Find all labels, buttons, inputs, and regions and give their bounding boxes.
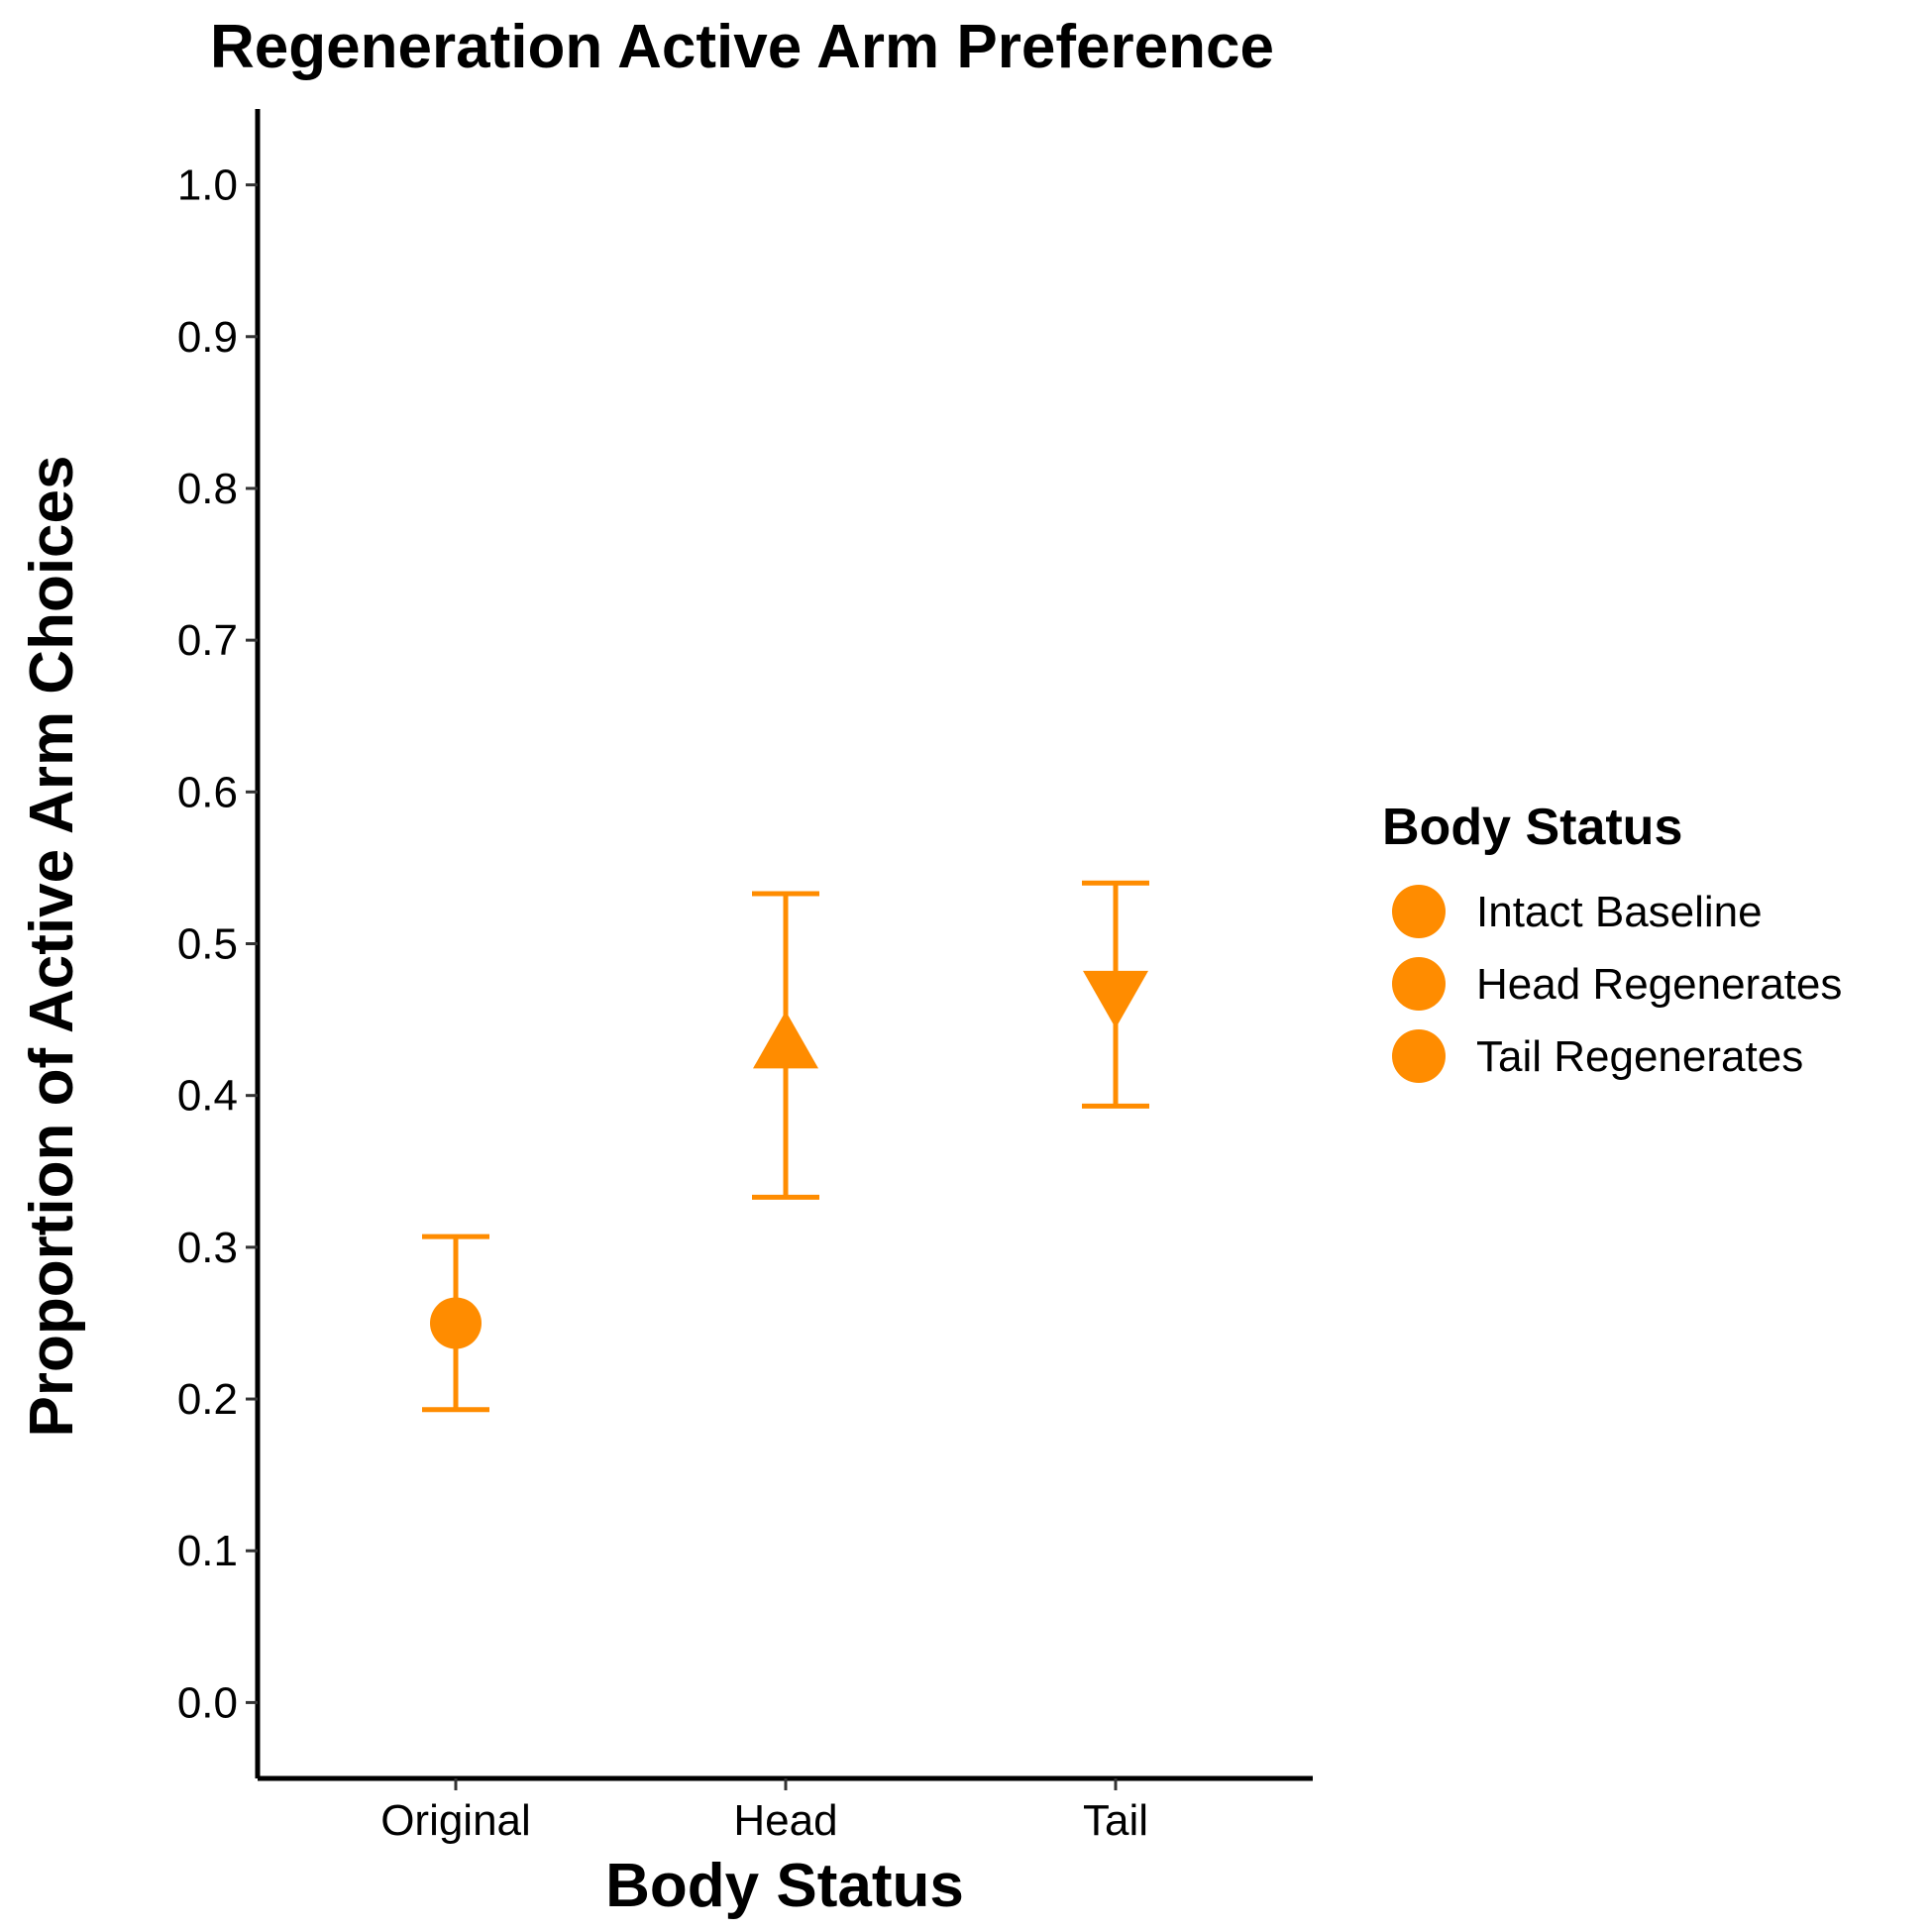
- legend-key-circle: [1392, 957, 1446, 1011]
- y-tick-label: 0.5: [177, 920, 238, 969]
- data-point-group: [422, 1234, 489, 1413]
- x-axis: Original Head Tail: [258, 1775, 1313, 1845]
- legend: Body Status Intact Baseline Head Regenera…: [1382, 799, 1842, 1083]
- legend-key-circle: [1392, 1029, 1446, 1083]
- legend-entry-label: Tail Regenerates: [1476, 1032, 1803, 1081]
- y-axis-title: Proportion of Active Arm Choices: [18, 456, 86, 1438]
- legend-entry: Head Regenerates: [1392, 957, 1842, 1011]
- y-tick-label: 0.0: [177, 1678, 238, 1727]
- x-axis-title: Body Status: [605, 1852, 964, 1920]
- legend-title: Body Status: [1382, 799, 1682, 856]
- y-tick-label: 0.8: [177, 465, 238, 513]
- data-point-triangle-down: [1083, 970, 1148, 1028]
- data-point-group: [752, 891, 819, 1200]
- legend-key-circle: [1392, 885, 1446, 938]
- y-tick-label: 0.6: [177, 768, 238, 816]
- chart-title: Regeneration Active Arm Preference: [210, 13, 1274, 81]
- y-tick-label: 0.7: [177, 616, 238, 665]
- y-tick-label: 0.4: [177, 1072, 238, 1121]
- data-point-circle: [430, 1297, 482, 1349]
- data-marks: [422, 880, 1149, 1413]
- data-point-triangle-up: [753, 1011, 818, 1069]
- x-tick-label: Original: [380, 1796, 531, 1845]
- y-tick-label: 0.9: [177, 313, 238, 362]
- y-tick-label: 0.1: [177, 1527, 238, 1575]
- y-tick-label: 0.2: [177, 1375, 238, 1424]
- data-point-group: [1082, 880, 1149, 1109]
- y-tick-label: 0.3: [177, 1224, 238, 1272]
- y-tick-label: 1.0: [177, 161, 238, 210]
- legend-entry-label: Head Regenerates: [1476, 960, 1842, 1009]
- x-tick-label: Tail: [1083, 1796, 1148, 1845]
- legend-entry: Intact Baseline: [1392, 885, 1763, 938]
- legend-entry: Tail Regenerates: [1392, 1029, 1803, 1083]
- y-axis: 0.0 0.1 0.2 0.3 0.4 0.5 0.6 0.7 0.8 0.9 1.0: [177, 109, 261, 1778]
- legend-entry-label: Intact Baseline: [1476, 888, 1763, 936]
- x-tick-label: Head: [733, 1796, 837, 1845]
